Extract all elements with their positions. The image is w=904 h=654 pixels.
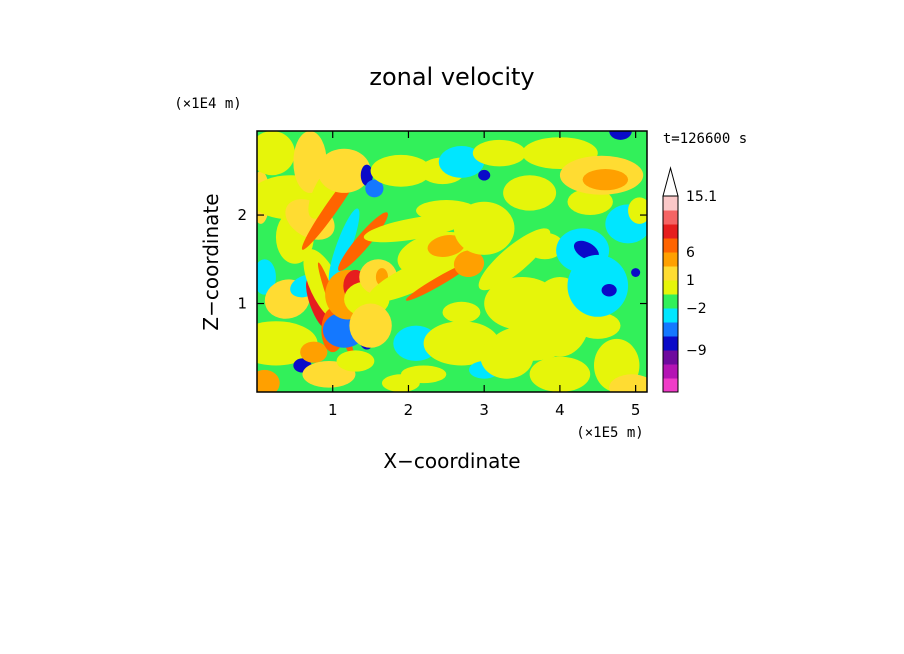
colorbar-swatch — [663, 238, 678, 253]
plot-frame — [256, 130, 648, 393]
colorbar-swatch — [663, 294, 678, 309]
contour-region — [360, 164, 373, 186]
contour-region — [349, 303, 392, 348]
contour-region — [400, 365, 447, 384]
contour-region — [365, 179, 384, 198]
y-axis: 12 — [237, 206, 647, 313]
colorbar-label: −2 — [686, 301, 707, 317]
x-tick-label: 1 — [328, 401, 338, 419]
contour-region — [567, 188, 613, 216]
time-label: t=126600 s — [663, 131, 747, 147]
contour-region — [427, 235, 466, 257]
contour-region — [573, 240, 599, 261]
contour-region — [257, 259, 276, 295]
contour-region — [575, 312, 621, 339]
contour-region — [609, 374, 647, 392]
plot-area — [257, 131, 647, 392]
colorbar-frame — [662, 195, 679, 393]
colorbar-swatch — [663, 364, 678, 379]
contour-region — [317, 148, 371, 193]
colorbar-swatch — [663, 252, 678, 267]
colorbar-swatch — [663, 308, 678, 323]
contour-region — [300, 341, 328, 363]
colorbar-swatch — [663, 336, 678, 351]
colorbar-label: 15.1 — [686, 189, 717, 205]
contour-region — [423, 321, 500, 366]
y-axis-title: Z−coordinate — [199, 193, 223, 330]
contour-region — [525, 232, 564, 260]
y-tick-label: 2 — [237, 206, 247, 224]
colorbar-label: 1 — [686, 273, 695, 289]
contour-region — [293, 131, 327, 193]
contour-region — [453, 201, 515, 255]
x-tick-label: 2 — [404, 401, 414, 419]
colorbar-label: −9 — [686, 343, 707, 359]
contour-region — [363, 214, 469, 243]
colorbar-swatch — [663, 350, 678, 365]
contour-region — [328, 208, 360, 284]
colorbar-swatch — [663, 322, 678, 337]
contour-region — [453, 250, 485, 278]
x-axis-title: X−coordinate — [383, 449, 520, 473]
contour-region — [567, 254, 629, 317]
contour-region — [442, 301, 481, 323]
chart-title: zonal velocity — [369, 63, 534, 91]
colorbar-swatch — [663, 266, 678, 281]
colorbar-swatch — [663, 196, 678, 211]
colorbar-swatch — [663, 280, 678, 295]
contour-region — [609, 131, 632, 140]
contour-region — [628, 197, 647, 224]
contour-region — [338, 212, 388, 271]
contour-region — [529, 356, 591, 392]
colorbar: 15.1 6 1 −2 −9 — [662, 166, 717, 393]
contour-region — [370, 154, 432, 187]
contour-region — [631, 268, 641, 277]
contour-region — [257, 131, 295, 176]
x-tick-label: 3 — [479, 401, 489, 419]
colorbar-swatch — [663, 224, 678, 239]
colorbar-swatch — [663, 378, 678, 393]
y-tick-label: 1 — [237, 295, 247, 313]
contour-region — [257, 369, 280, 392]
contour-region — [503, 175, 557, 211]
colorbar-extend-arrow — [662, 166, 679, 197]
contour-region — [405, 262, 472, 301]
colorbar-swatch — [663, 210, 678, 225]
contour-region — [472, 139, 526, 167]
contour-region — [601, 284, 617, 297]
colorbar-label: 6 — [686, 245, 695, 261]
y-scale-label: (×1E4 m) — [174, 96, 241, 112]
contour-field — [257, 131, 647, 392]
x-tick-label: 4 — [555, 401, 565, 419]
contour-region — [336, 350, 375, 372]
x-axis: 1 2 3 4 5 — [328, 131, 640, 419]
contour-region — [582, 169, 629, 191]
contour-region — [478, 169, 491, 181]
x-scale-label: (×1E5 m) — [576, 425, 643, 441]
x-tick-label: 5 — [631, 401, 641, 419]
contour-region — [438, 146, 485, 178]
